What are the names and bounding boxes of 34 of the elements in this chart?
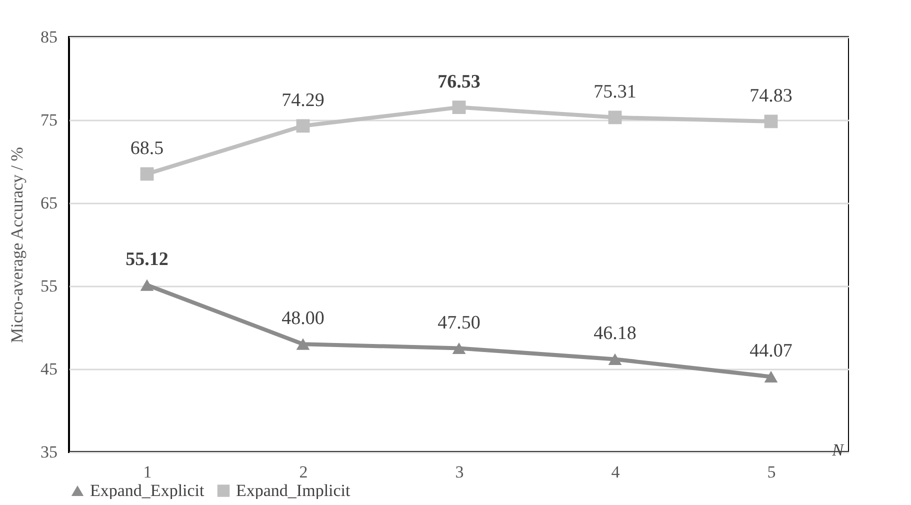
data-label: 46.18 [594, 323, 636, 344]
point [140, 167, 154, 181]
data-label: 68.5 [130, 138, 164, 159]
y-tick-label: 75 [40, 110, 58, 130]
point [140, 279, 154, 291]
y-tick-label: 45 [40, 360, 58, 378]
data-label: 74.83 [750, 85, 792, 106]
point [452, 342, 466, 354]
x-tick-label: 1 [143, 462, 152, 482]
x-tick-label: 5 [767, 462, 776, 482]
x-tick-label: 4 [611, 462, 620, 482]
data-label: 48.00 [282, 308, 324, 330]
legend-label: Expand_Implicit [236, 480, 351, 500]
y-axis-title: Micro-average Accuracy / % [8, 147, 26, 343]
data-label: 74.29 [282, 90, 324, 111]
y-tick-label: 55 [40, 276, 58, 296]
point [764, 114, 778, 128]
point [452, 100, 466, 114]
y-tick-label: 65 [40, 194, 58, 212]
data-label: 55.12 [126, 249, 168, 270]
x-tick-label: 3 [455, 462, 464, 482]
data-label: 44.07 [750, 340, 792, 362]
y-tick-label: 85 [40, 28, 58, 46]
data-label: 76.53 [438, 71, 480, 92]
legend-label: Expand_Explicit [90, 480, 205, 500]
point [296, 119, 310, 133]
y-tick-label: 35 [40, 442, 58, 462]
point [764, 370, 778, 383]
point [608, 110, 622, 124]
x-tick-label: 2 [299, 462, 308, 482]
point [608, 353, 622, 366]
data-label: 47.50 [438, 312, 480, 334]
data-label: 75.31 [594, 81, 636, 102]
point [296, 338, 310, 350]
